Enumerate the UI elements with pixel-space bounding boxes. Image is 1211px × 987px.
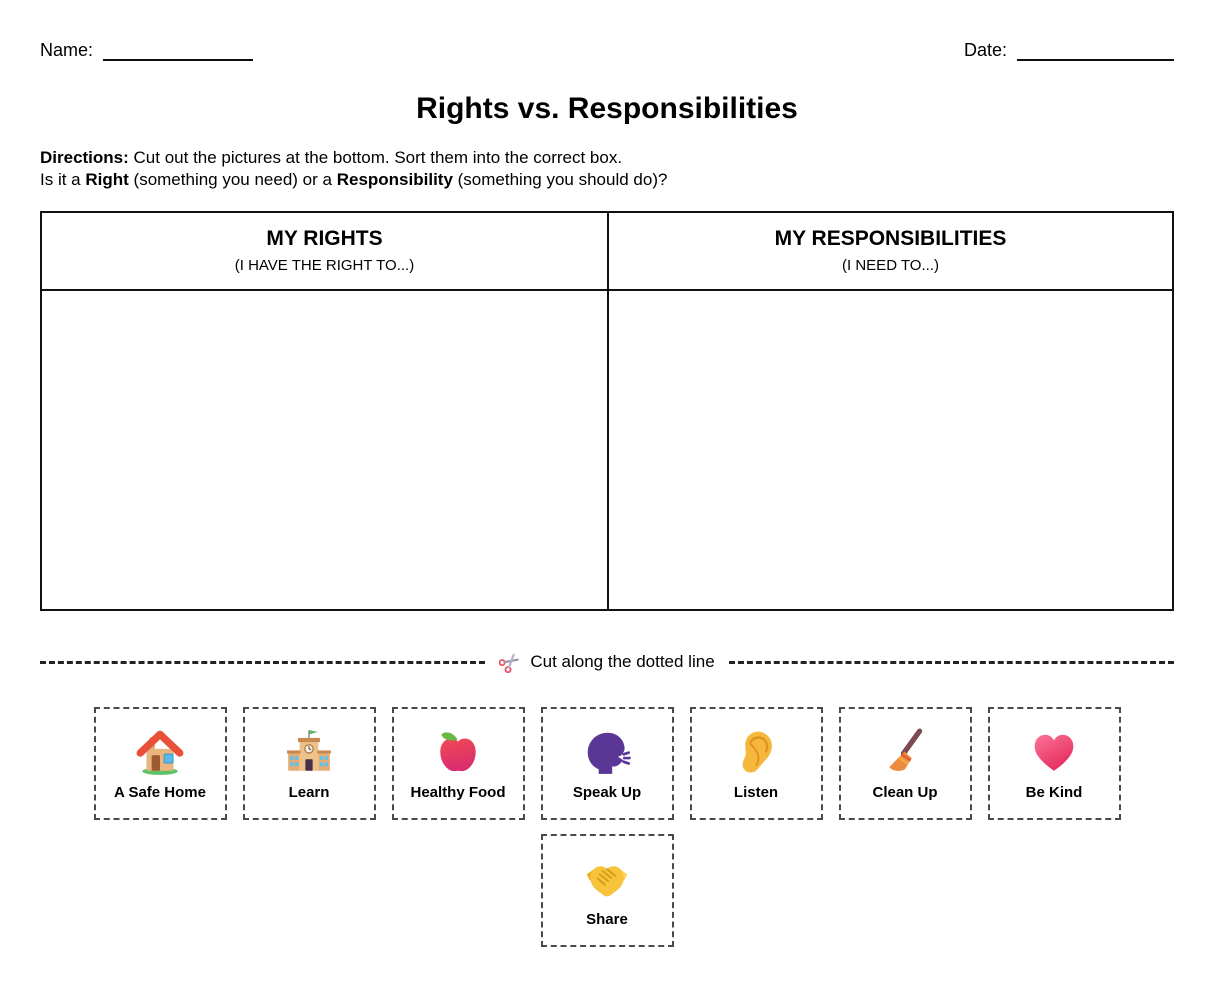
scissors-icon bbox=[499, 651, 521, 673]
card-label: Learn bbox=[288, 783, 330, 801]
date-label: Date: bbox=[963, 40, 1007, 60]
name-label: Name: bbox=[40, 40, 94, 60]
date-field: Date: bbox=[964, 40, 1174, 61]
card-listen: Listen bbox=[689, 707, 823, 820]
ear-icon bbox=[731, 727, 781, 777]
rights-column-header: MY RIGHTS (I HAVE THE RIGHT TO...) bbox=[42, 213, 607, 291]
responsibilities-drop-area bbox=[607, 291, 1172, 609]
responsibilities-column-header: MY RESPONSIBILITIES (I NEED TO...) bbox=[607, 213, 1172, 291]
directions-heading: Directions: bbox=[40, 148, 129, 167]
responsibilities-column-subtitle: (I NEED TO...) bbox=[842, 257, 939, 274]
name-blank-line bbox=[103, 58, 254, 61]
card-label: Speak Up bbox=[572, 783, 642, 801]
cut-dash-left bbox=[40, 660, 486, 664]
cut-line: Cut along the dotted line bbox=[40, 651, 1174, 673]
cut-dash-right bbox=[728, 660, 1174, 664]
card-label: Listen bbox=[733, 783, 779, 801]
rights-drop-area bbox=[42, 291, 607, 609]
responsibilities-column-title: MY RESPONSIBILITIES bbox=[774, 227, 1007, 250]
card-label: Be Kind bbox=[1025, 783, 1083, 801]
broom-icon bbox=[880, 727, 930, 777]
card-label: A Safe Home bbox=[114, 783, 206, 801]
page-title: Rights vs. Responsibilities bbox=[416, 92, 798, 125]
card-speak-up: Speak Up bbox=[540, 707, 674, 820]
card-clean-up: Clean Up bbox=[838, 707, 972, 820]
term-right: Right bbox=[85, 170, 129, 189]
card-a-safe-home: A Safe Home bbox=[93, 707, 227, 820]
cut-line-label: Cut along the dotted line bbox=[530, 652, 715, 671]
directions-line2: Is it a Right (something you need) or a … bbox=[40, 170, 668, 189]
handshake-icon bbox=[582, 854, 632, 904]
card-healthy-food: Healthy Food bbox=[391, 707, 525, 820]
speaking-head-icon bbox=[582, 727, 632, 777]
apple-icon bbox=[433, 727, 483, 777]
card-share: Share bbox=[540, 834, 674, 947]
rights-column-title: MY RIGHTS bbox=[266, 227, 383, 250]
name-field: Name: bbox=[40, 40, 254, 61]
meta-row: Name: Date: bbox=[40, 40, 1174, 61]
card-label: Clean Up bbox=[872, 783, 938, 801]
card-learn: Learn bbox=[242, 707, 376, 820]
card-be-kind: Be Kind bbox=[987, 707, 1121, 820]
sorting-table: MY RIGHTS (I HAVE THE RIGHT TO...) MY RE… bbox=[40, 211, 1174, 611]
card-label: Healthy Food bbox=[410, 783, 506, 801]
school-icon bbox=[284, 727, 334, 777]
card-label: Share bbox=[586, 910, 628, 928]
directions-line1: Directions: Cut out the pictures at the … bbox=[40, 148, 623, 167]
rights-column-subtitle: (I HAVE THE RIGHT TO...) bbox=[234, 257, 415, 274]
cut-out-cards: A Safe Home bbox=[40, 707, 1174, 947]
heart-icon bbox=[1029, 727, 1079, 777]
term-responsibility: Responsibility bbox=[336, 170, 453, 189]
house-icon bbox=[135, 727, 185, 777]
date-blank-line bbox=[1017, 58, 1174, 61]
cut-line-caption: Cut along the dotted line bbox=[485, 651, 728, 673]
directions: Directions: Cut out the pictures at the … bbox=[40, 147, 1174, 191]
worksheet-page: Name: Date: Rights vs. Responsibilities … bbox=[40, 0, 1174, 947]
